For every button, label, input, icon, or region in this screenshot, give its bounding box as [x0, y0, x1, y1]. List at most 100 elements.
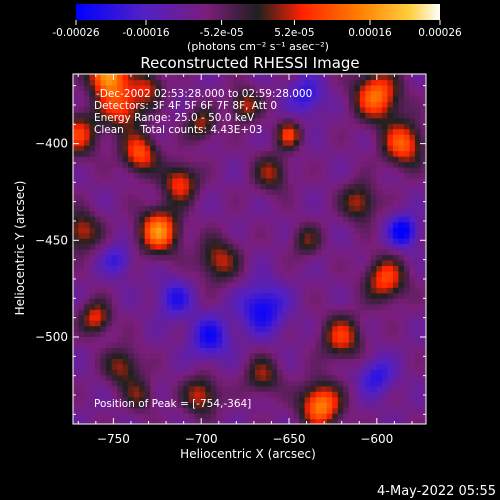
heatmap-cell: [299, 161, 306, 168]
heatmap-cell: [150, 303, 157, 310]
heatmap-cell: [155, 292, 162, 299]
heatmap-cell: [106, 205, 113, 212]
heatmap-cell: [133, 325, 140, 332]
heatmap-cell: [271, 292, 278, 299]
heatmap-cell: [414, 254, 422, 261]
heatmap-cell: [78, 101, 85, 108]
heatmap-cell: [177, 166, 184, 174]
heatmap-cell: [260, 188, 267, 195]
heatmap-cell: [392, 265, 400, 272]
heatmap-cell: [117, 363, 124, 370]
heatmap-cell: [166, 276, 173, 283]
heatmap-cell: [117, 320, 124, 327]
heatmap-cell: [150, 314, 157, 321]
heatmap-cell: [260, 309, 267, 316]
heatmap-cell: [183, 156, 190, 163]
heatmap-cell: [381, 347, 388, 354]
heatmap-cell: [177, 205, 184, 212]
heatmap-cell: [266, 199, 273, 206]
heatmap-cell: [387, 227, 394, 234]
heatmap-cell: [376, 216, 383, 223]
heatmap-cell: [255, 413, 262, 420]
heatmap-cell: [409, 216, 416, 223]
heatmap-cell: [321, 380, 328, 387]
heatmap-cell: [100, 156, 107, 163]
heatmap-cell: [84, 380, 91, 387]
heatmap-cell: [310, 205, 317, 212]
heatmap-cell: [332, 194, 339, 201]
heatmap-cell: [133, 418, 140, 424]
heatmap-cell: [403, 276, 411, 283]
heatmap-cell: [332, 188, 339, 195]
heatmap-cell: [106, 341, 113, 349]
heatmap-cell: [216, 325, 223, 332]
heatmap-cell: [194, 112, 201, 119]
heatmap-cell: [73, 183, 80, 190]
heatmap-cell: [315, 391, 322, 398]
heatmap-cell: [238, 243, 245, 250]
heatmap-cell: [188, 320, 195, 327]
heatmap-cell: [409, 106, 416, 113]
heatmap-cell: [299, 166, 306, 174]
heatmap-cell: [288, 177, 295, 184]
heatmap-cell: [288, 369, 295, 376]
colorbar-units-label: (photons cm⁻² s⁻¹ asec⁻²): [187, 40, 329, 53]
heatmap-cell: [392, 221, 400, 228]
heatmap-cell: [73, 385, 80, 392]
heatmap-cell: [144, 188, 151, 195]
heatmap-cell: [161, 106, 168, 113]
heatmap-cell: [232, 281, 240, 288]
heatmap-cell: [315, 336, 322, 343]
heatmap-cell: [210, 227, 218, 234]
heatmap-cell: [326, 177, 333, 184]
heatmap-cell: [139, 123, 146, 130]
heatmap-cell: [117, 156, 124, 163]
heatmap-cell: [354, 418, 361, 424]
heatmap-cell: [392, 259, 400, 267]
heatmap-cell: [106, 391, 113, 398]
heatmap-cell: [221, 325, 229, 332]
heatmap-cell: [266, 177, 273, 184]
heatmap-cell: [409, 238, 416, 245]
heatmap-cell: [315, 145, 322, 152]
heatmap-cell: [78, 341, 85, 349]
heatmap-cell: [348, 232, 355, 239]
heatmap-cell: [409, 331, 416, 338]
heatmap-cell: [227, 276, 234, 283]
heatmap-cell: [326, 380, 333, 387]
heatmap-cell: [194, 407, 201, 414]
heatmap-cell: [420, 413, 426, 420]
heatmap-cell: [73, 84, 80, 92]
heatmap-cell: [326, 391, 333, 398]
heatmap-cell: [288, 221, 295, 228]
heatmap-cell: [387, 336, 394, 343]
heatmap-cell: [133, 270, 140, 277]
heatmap-cell: [266, 363, 273, 370]
heatmap-cell: [194, 90, 201, 97]
heatmap-cell: [365, 374, 372, 381]
heatmap-cell: [310, 331, 317, 338]
heatmap-cell: [194, 95, 201, 102]
heatmap-cell: [227, 292, 234, 299]
heatmap-cell: [249, 194, 256, 201]
heatmap-cell: [117, 79, 124, 86]
heatmap-cell: [354, 341, 361, 349]
heatmap-cell: [392, 161, 400, 168]
heatmap-cell: [359, 139, 366, 146]
heatmap-cell: [260, 172, 267, 179]
heatmap-cell: [304, 325, 311, 332]
heatmap-cell: [111, 139, 118, 146]
heatmap-cell: [188, 232, 195, 239]
heatmap-cell: [392, 117, 400, 124]
heatmap-cell: [343, 134, 350, 141]
heatmap-cell: [216, 188, 223, 195]
heatmap-cell: [310, 336, 317, 343]
heatmap-cell: [78, 314, 85, 321]
heatmap-cell: [199, 205, 206, 212]
heatmap-cell: [155, 374, 162, 381]
heatmap-cell: [232, 166, 240, 174]
heatmap-cell: [139, 238, 146, 245]
heatmap-cell: [205, 413, 212, 420]
heatmap-cell: [299, 413, 306, 420]
heatmap-cell: [183, 369, 190, 376]
